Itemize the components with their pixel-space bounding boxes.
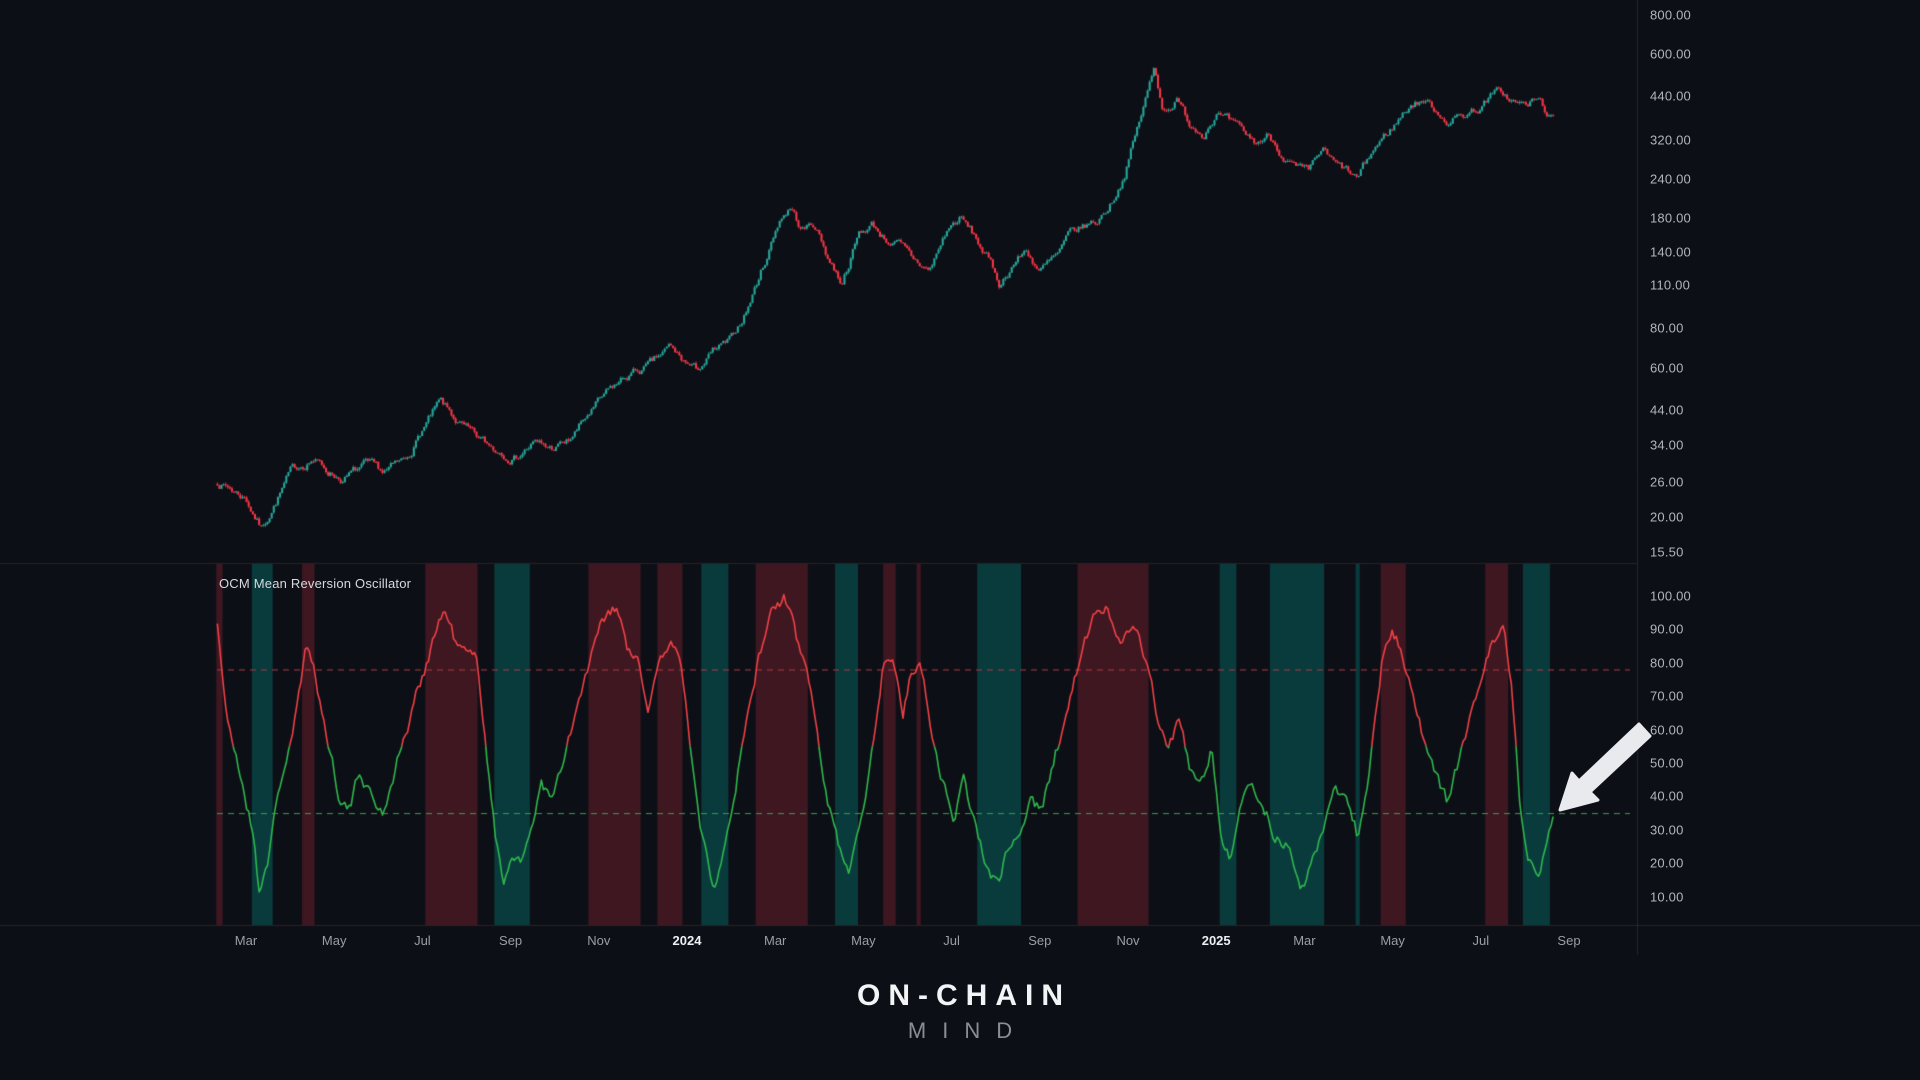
price-axis-label: 440.00: [1650, 88, 1691, 104]
time-axis-label: Jul: [414, 933, 431, 948]
oscillator-axis-label: 60.00: [1650, 722, 1684, 738]
price-axis-label: 180.00: [1650, 210, 1691, 226]
time-axis-label: Nov: [587, 933, 611, 948]
time-axis-label: May: [321, 933, 347, 948]
price-axis-label: 20.00: [1650, 509, 1684, 525]
oscillator-axis-label: 80.00: [1650, 655, 1684, 671]
time-axis-label: Jul: [943, 933, 960, 948]
oscillator-axis-label: 70.00: [1650, 688, 1684, 704]
time-axis-label: Jul: [1472, 933, 1490, 948]
price-axis-label: 26.00: [1650, 474, 1684, 490]
price-axis-label: 110.00: [1650, 277, 1690, 293]
price-axis-label: 44.00: [1650, 402, 1684, 418]
price-axis-label: 15.50: [1650, 544, 1684, 560]
time-axis[interactable]: Mar May Jul Sep Nov 2024 Mar May Jul Sep Nov 2025 Ma…: [0, 925, 1920, 955]
price-axis-label: 60.00: [1650, 360, 1684, 376]
oscillator-axis-label: 40.00: [1650, 788, 1684, 804]
oscillator-axis[interactable]: 100.00 90.00 80.00 70.00 60.00 50.00 40.00 30.0…: [1637, 565, 1920, 925]
oscillator-axis-label: 50.00: [1650, 755, 1684, 771]
time-axis-label: May: [851, 933, 876, 948]
time-axis-label: May: [1380, 933, 1405, 948]
oscillator-axis-label: 10.00: [1650, 889, 1684, 905]
price-axis-label: 240.00: [1650, 171, 1691, 187]
time-axis-label: Sep: [1028, 933, 1052, 948]
time-axis-label: Mar: [234, 933, 258, 948]
oscillator-pane-title: OCM Mean Reversion Oscillator: [219, 576, 412, 591]
oscillator-axis-label: 30.00: [1650, 822, 1684, 838]
time-axis-label: Mar: [1293, 933, 1316, 948]
brand-logo-line1: ON-CHAIN: [857, 979, 1071, 1012]
time-axis-label: Mar: [763, 933, 787, 948]
brand-logo-line2: MIND: [907, 1018, 1029, 1043]
price-axis-label: 140.00: [1650, 244, 1691, 260]
price-axis-label: 600.00: [1650, 46, 1691, 62]
time-axis-label: Sep: [1557, 933, 1581, 948]
price-axis-label: 800.00: [1650, 7, 1691, 23]
oscillator-axis-label: 20.00: [1650, 855, 1684, 871]
time-axis-label: 2024: [672, 933, 702, 948]
brand-logo: ON-CHAIN MIND: [0, 979, 1920, 1044]
price-axis-label: 80.00: [1650, 320, 1684, 336]
oscillator-axis-label: 100.00: [1650, 588, 1691, 604]
time-axis-label: 2025: [1201, 933, 1231, 948]
price-axis[interactable]: 800.00 600.00 440.00 320.00 240.00 180.00 140.…: [1637, 0, 1920, 563]
price-axis-label: 34.00: [1650, 437, 1684, 453]
oscillator-axis-label: 90.00: [1650, 621, 1684, 637]
price-axis-label: 320.00: [1650, 132, 1691, 148]
time-axis-label: Nov: [1116, 933, 1140, 948]
time-axis-label: Sep: [499, 933, 523, 948]
annotation-arrow-icon: [1558, 722, 1652, 812]
